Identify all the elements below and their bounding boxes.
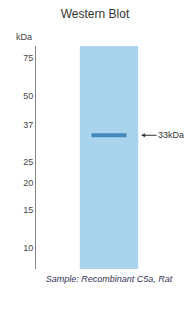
svg-text:50: 50 (23, 91, 33, 101)
svg-text:20: 20 (23, 178, 33, 188)
svg-text:Western Blot: Western Blot (61, 7, 130, 21)
svg-text:kDa: kDa (16, 32, 32, 42)
svg-text:10: 10 (23, 243, 33, 253)
svg-text:75: 75 (23, 53, 33, 63)
svg-text:Sample: Recombinant C5a, Rat: Sample: Recombinant C5a, Rat (46, 274, 173, 284)
svg-text:37: 37 (23, 120, 33, 130)
svg-text:15: 15 (23, 205, 33, 215)
svg-text:33kDa: 33kDa (158, 130, 184, 140)
svg-text:25: 25 (23, 157, 33, 167)
